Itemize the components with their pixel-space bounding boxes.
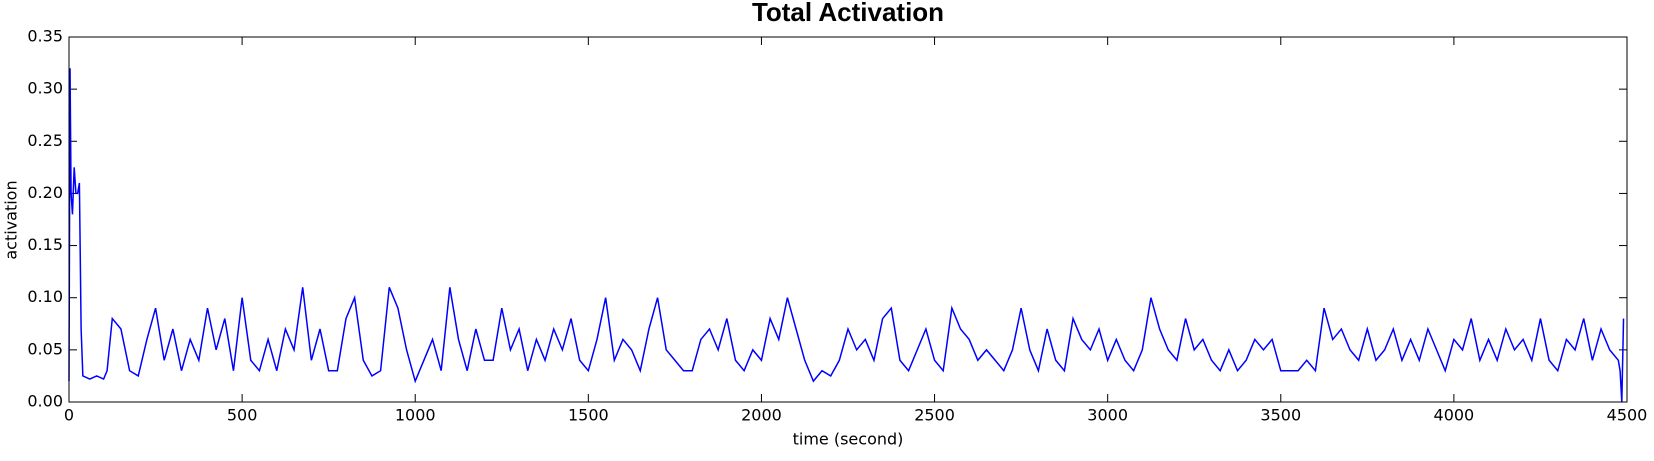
data-line <box>68 68 1625 403</box>
x-tick-label: 2500 <box>914 406 955 425</box>
y-tick-label: 0.35 <box>27 27 63 46</box>
x-tick-label: 0 <box>64 406 74 425</box>
y-tick-label: 0.25 <box>27 131 63 150</box>
x-tick-label: 4500 <box>1607 406 1648 425</box>
x-tick-label: 3000 <box>1087 406 1128 425</box>
y-axis-label: activation <box>2 180 21 259</box>
plot-frame <box>68 36 1628 403</box>
x-tick-label: 1500 <box>568 406 609 425</box>
x-tick-label: 500 <box>227 406 258 425</box>
x-tick-label: 2000 <box>741 406 782 425</box>
x-axis-label: time (second) <box>793 430 904 449</box>
y-tick-label: 0.20 <box>27 183 63 202</box>
y-tick-label: 0.15 <box>27 235 63 254</box>
chart-title: Total Activation <box>752 0 944 27</box>
y-tick-label: 0.05 <box>27 339 63 358</box>
x-tick-label: 3500 <box>1260 406 1301 425</box>
x-tick-label: 1000 <box>395 406 436 425</box>
y-tick-label: 0.30 <box>27 79 63 98</box>
x-tick-label: 4000 <box>1434 406 1475 425</box>
y-tick-label: 0.00 <box>27 392 63 411</box>
y-tick-label: 0.10 <box>27 287 63 306</box>
